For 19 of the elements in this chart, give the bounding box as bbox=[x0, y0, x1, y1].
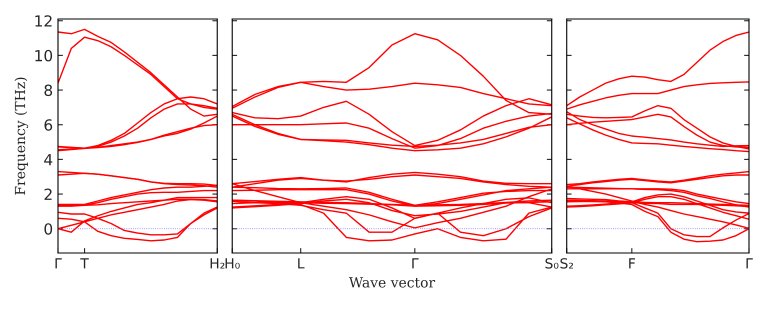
x-tick-label: S₀ bbox=[545, 258, 558, 269]
y-tick-label: 4 bbox=[44, 154, 52, 166]
x-tick-label: Γ bbox=[746, 258, 753, 268]
y-tick-label: 6 bbox=[44, 119, 52, 131]
y-tick-label: 8 bbox=[44, 84, 52, 96]
y-axis-title: Frequency (THz) bbox=[14, 78, 28, 195]
y-tick-label: 12 bbox=[35, 15, 52, 27]
x-axis-title: Wave vector bbox=[348, 277, 436, 288]
x-tick-label: S₂ bbox=[560, 258, 574, 269]
x-tick-label: L bbox=[298, 258, 304, 268]
y-tick-label: 2 bbox=[44, 188, 52, 200]
x-tick-label: T bbox=[80, 258, 89, 268]
y-tick-label: 0 bbox=[44, 223, 52, 235]
x-tick-label: F bbox=[629, 258, 636, 268]
x-tick-label: H₀ bbox=[226, 258, 240, 269]
x-tick-label: Γ bbox=[55, 258, 62, 268]
y-tick-label: 10 bbox=[35, 50, 52, 62]
x-tick-label: Γ bbox=[412, 258, 419, 268]
x-tick-label: H₂ bbox=[210, 258, 224, 268]
